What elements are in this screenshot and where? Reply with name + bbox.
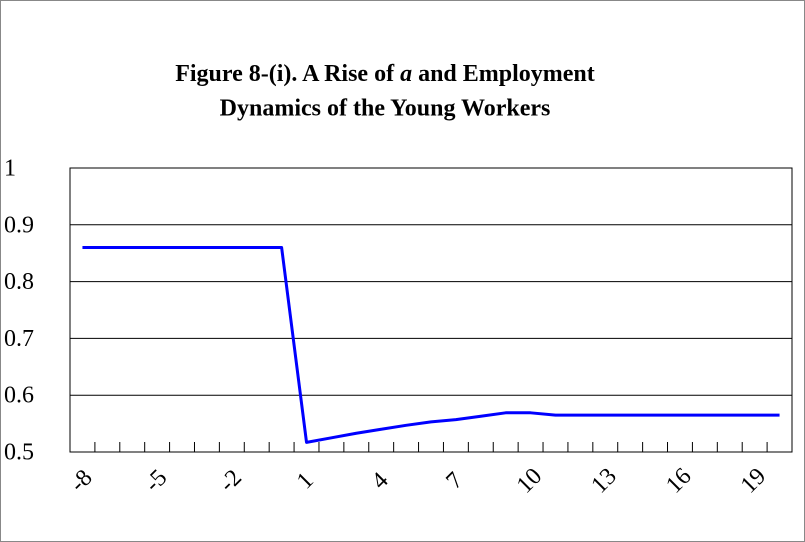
title-part: a	[400, 61, 412, 87]
title-part: and Employment	[412, 61, 595, 87]
chart-title: Figure 8-(i). A Rise of a and Employment	[175, 61, 595, 87]
y-tick-label: 0.8	[4, 269, 34, 295]
y-tick-label: 0.9	[4, 212, 34, 238]
y-tick-label: 0.5	[4, 440, 34, 466]
y-tick-label: 0.6	[4, 383, 34, 409]
y-tick-label: 0.7	[4, 326, 34, 352]
chart-title: Dynamics of the Young Workers	[220, 96, 551, 122]
plot-area	[69, 167, 793, 453]
y-tick-label: 1	[4, 156, 16, 182]
title-part: Figure 8-(i). A Rise of	[175, 61, 400, 87]
data-line	[82, 246, 780, 444]
